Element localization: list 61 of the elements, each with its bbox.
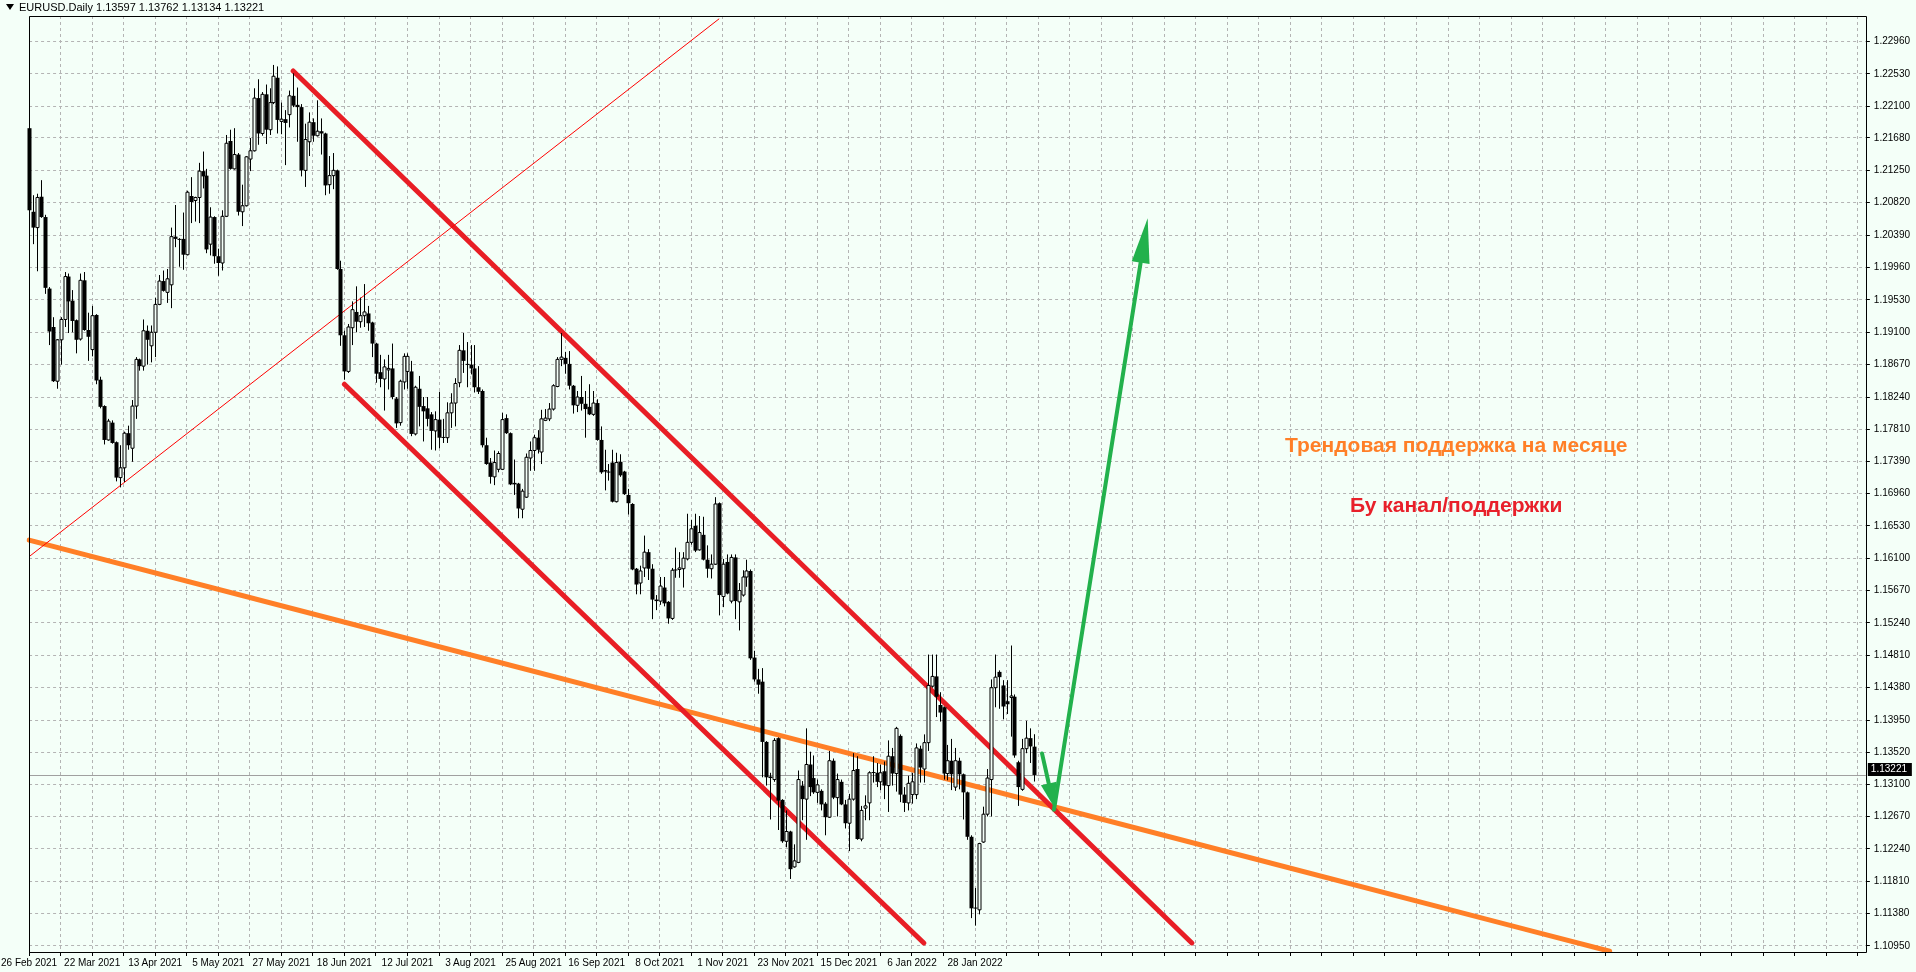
candlestick xyxy=(472,344,477,394)
y-tick-label: 1.16100 xyxy=(1873,551,1911,563)
y-tick-label: 1.15670 xyxy=(1873,584,1911,596)
x-tick-label: 3 Aug 2021 xyxy=(445,956,497,968)
y-tick-label: 1.11380 xyxy=(1873,907,1910,919)
y-tick-label: 1.15240 xyxy=(1873,616,1911,628)
y-tick-label: 1.21250 xyxy=(1873,164,1911,176)
y-tick-label: 1.22100 xyxy=(1873,100,1911,112)
y-tick-label: 1.16960 xyxy=(1873,487,1911,499)
candlestick xyxy=(855,755,860,841)
x-tick-label: 5 May 2021 xyxy=(192,956,245,968)
ref-line-label: 1.13221 xyxy=(1870,763,1908,775)
x-tick-label: 25 Aug 2021 xyxy=(505,956,563,968)
y-tick-label: 1.12670 xyxy=(1873,810,1911,822)
candlestick xyxy=(997,669,1002,710)
y-tick-label: 1.13100 xyxy=(1873,777,1911,789)
y-tick-label: 1.19100 xyxy=(1873,326,1911,338)
y-tick-label: 1.10950 xyxy=(1873,939,1911,951)
y-tick-label: 1.18670 xyxy=(1873,358,1911,370)
x-tick-label: 18 Jun 2021 xyxy=(316,956,373,968)
y-tick-label: 1.22530 xyxy=(1873,67,1911,79)
y-tick-label: 1.17390 xyxy=(1873,454,1911,466)
x-tick-label: 6 Jan 2022 xyxy=(887,956,938,968)
annotation: Трендовая поддержка на месяце xyxy=(1285,433,1628,457)
candlestick xyxy=(934,654,939,718)
y-tick-label: 1.22960 xyxy=(1873,35,1911,47)
y-tick-label: 1.19960 xyxy=(1873,261,1911,273)
y-tick-label: 1.17810 xyxy=(1873,423,1911,435)
y-tick-label: 1.14380 xyxy=(1873,681,1911,693)
x-tick-label: 16 Sep 2021 xyxy=(568,956,626,968)
chart-title: EURUSD.Daily 1.13597 1.13762 1.13134 1.13221 xyxy=(19,1,265,13)
y-tick-label: 1.18240 xyxy=(1873,390,1911,402)
x-tick-label: 12 Jul 2021 xyxy=(381,956,434,968)
y-tick-label: 1.16530 xyxy=(1873,519,1911,531)
x-tick-label: 28 Jan 2022 xyxy=(947,956,1004,968)
x-tick-label: 26 Feb 2021 xyxy=(0,956,58,968)
x-tick-label: 15 Dec 2021 xyxy=(820,956,878,968)
candlestick xyxy=(437,391,442,449)
y-tick-label: 1.14810 xyxy=(1873,649,1911,661)
candlestick xyxy=(961,773,966,820)
x-tick-label: 22 Mar 2021 xyxy=(64,956,121,968)
y-tick-label: 1.20390 xyxy=(1873,228,1911,240)
candlestick xyxy=(465,341,470,388)
candlestick xyxy=(717,501,722,616)
candlestick xyxy=(1001,679,1006,720)
candlestick xyxy=(177,237,182,268)
x-tick-label: 27 May 2021 xyxy=(252,956,311,968)
y-tick-label: 1.21680 xyxy=(1873,131,1911,143)
x-tick-label: 13 Apr 2021 xyxy=(128,956,183,968)
x-tick-label: 1 Nov 2021 xyxy=(697,956,749,968)
candlestick xyxy=(957,757,962,790)
x-tick-label: 8 Oct 2021 xyxy=(635,956,685,968)
y-tick-label: 1.11810 xyxy=(1873,874,1910,886)
candlestick xyxy=(808,751,813,797)
y-tick-label: 1.20820 xyxy=(1873,196,1911,208)
annotation: Бу канал/поддержки xyxy=(1350,493,1563,517)
y-tick-label: 1.19530 xyxy=(1873,293,1911,305)
y-tick-label: 1.13950 xyxy=(1873,713,1911,725)
y-tick-label: 1.12240 xyxy=(1873,842,1911,854)
x-tick-label: 23 Nov 2021 xyxy=(757,956,815,968)
y-tick-label: 1.13520 xyxy=(1873,746,1911,758)
